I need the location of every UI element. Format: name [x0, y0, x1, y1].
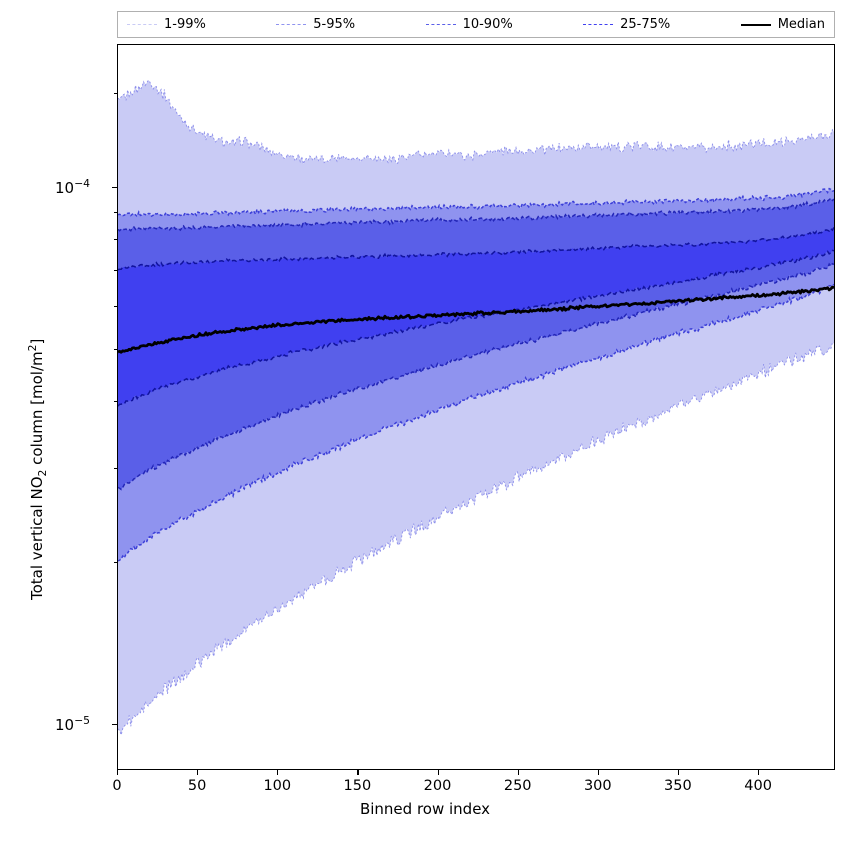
- legend-label: 25-75%: [620, 17, 671, 32]
- band-upper-edge: [118, 226, 834, 271]
- legend-swatch-icon: [127, 24, 157, 25]
- legend-label: 1-99%: [164, 17, 206, 32]
- x-tick-label: 0: [112, 778, 122, 794]
- y-tick-label: 10−5: [54, 713, 90, 734]
- x-tick-label: 50: [187, 778, 207, 794]
- x-tick-label: 100: [263, 778, 292, 794]
- legend-label: Median: [777, 17, 825, 32]
- x-tick-label: 400: [744, 778, 772, 794]
- x-tick-label: 150: [343, 778, 372, 794]
- x-tick-mark: [437, 770, 439, 775]
- y-minor-tick-mark: [113, 239, 117, 241]
- x-tick-label: 200: [423, 778, 452, 794]
- y-tick-mark: [112, 187, 117, 189]
- plot-axes: [117, 44, 835, 770]
- legend-item-10-90[interactable]: 10-90%: [425, 17, 513, 32]
- x-tick-mark: [277, 770, 279, 775]
- y-minor-tick-mark: [113, 348, 117, 350]
- x-tick-label: 350: [664, 778, 692, 794]
- x-tick-label: 300: [583, 778, 612, 794]
- x-tick-mark: [197, 770, 199, 775]
- x-tick-mark: [597, 770, 599, 775]
- legend: 1-99% 5-95% 10-90% 25-75% Median: [117, 11, 835, 38]
- legend-item-25-75[interactable]: 25-75%: [583, 18, 670, 31]
- x-axis-label: Binned row index: [359, 800, 491, 818]
- y-minor-tick-mark: [113, 562, 117, 564]
- band-lower-edge: [118, 262, 834, 491]
- band-upper-edge: [118, 187, 834, 218]
- y-minor-tick-mark: [113, 467, 117, 469]
- legend-swatch-icon: [583, 24, 614, 25]
- y-minor-tick-mark: [113, 400, 117, 402]
- legend-swatch-icon: [425, 24, 456, 25]
- y-minor-tick-mark: [113, 92, 117, 94]
- band-lower-edge: [118, 342, 834, 737]
- legend-item-5-95[interactable]: 5-95%: [276, 18, 355, 31]
- x-tick-mark: [677, 770, 680, 775]
- y-axis-label-text: Total vertical NO2 column [mol/m2]: [26, 338, 49, 600]
- legend-label: 10-90%: [462, 17, 513, 32]
- band-lower-edge: [118, 283, 834, 562]
- band-25-75: [118, 226, 834, 407]
- median-line: [118, 285, 834, 354]
- x-tick-mark: [517, 770, 519, 775]
- y-minor-tick-mark: [113, 211, 117, 213]
- x-tick-label: 250: [503, 778, 532, 794]
- y-tick-label: 10−4: [54, 177, 90, 198]
- legend-swatch-icon: [740, 23, 771, 26]
- legend-label: 5-95%: [313, 17, 356, 32]
- x-tick-mark: [117, 770, 119, 775]
- band-upper-edge: [118, 197, 834, 232]
- band-fill: [118, 227, 834, 407]
- x-tick-mark: [357, 770, 359, 775]
- band-upper-edge: [118, 79, 834, 166]
- y-axis-label: Total vertical NO2 column [mol/m2]: [26, 339, 49, 600]
- legend-swatch-icon: [276, 24, 307, 25]
- x-tick-mark: [758, 770, 760, 775]
- band-lower-edge: [118, 249, 834, 407]
- y-minor-tick-mark: [113, 270, 117, 272]
- y-minor-tick-mark: [113, 306, 117, 308]
- y-tick-mark: [112, 723, 117, 725]
- percentile-fan-chart: [118, 79, 834, 737]
- legend-item-1-99[interactable]: 1-99%: [127, 18, 206, 31]
- legend-item-median[interactable]: Median: [740, 17, 825, 32]
